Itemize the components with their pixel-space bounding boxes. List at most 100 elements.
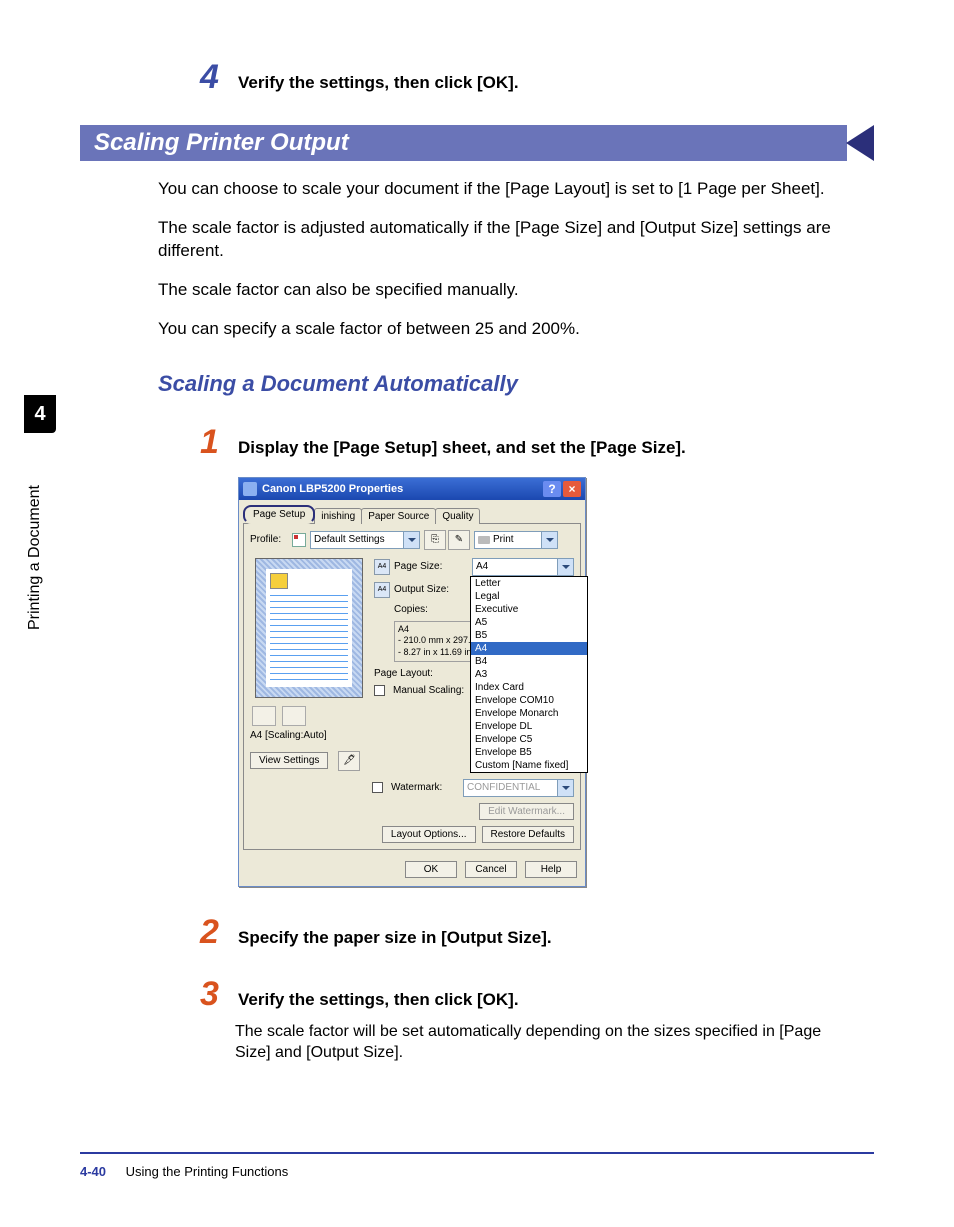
page-size-options-list[interactable]: LetterLegalExecutiveA5B5A4B4A3Index Card… bbox=[470, 576, 588, 773]
toolbar-icon-1[interactable]: ⎘ bbox=[424, 530, 446, 550]
section-title: Scaling Printer Output bbox=[94, 129, 349, 157]
preview-lines-icon bbox=[270, 595, 348, 683]
page-size-value: A4 bbox=[476, 561, 488, 572]
page-size-option[interactable]: Envelope B5 bbox=[471, 746, 587, 759]
page-size-option[interactable]: Envelope COM10 bbox=[471, 694, 587, 707]
page-size-option[interactable]: Letter bbox=[471, 577, 587, 590]
page-size-option[interactable]: Custom [Name fixed] bbox=[471, 759, 587, 772]
intro-p3: The scale factor can also be specified m… bbox=[158, 279, 834, 302]
chevron-down-icon[interactable] bbox=[541, 532, 557, 548]
page-layout-label: Page Layout: bbox=[374, 668, 454, 679]
tab-page-setup[interactable]: Page Setup bbox=[243, 505, 315, 524]
watermark-value: CONFIDENTIAL bbox=[467, 782, 540, 793]
dialog-title: Canon LBP5200 Properties bbox=[262, 483, 403, 495]
page-size-dropdown[interactable]: A4 bbox=[472, 558, 574, 576]
view-settings-button[interactable]: View Settings bbox=[250, 752, 328, 769]
profile-value: Default Settings bbox=[314, 534, 385, 545]
chevron-down-icon[interactable] bbox=[557, 780, 573, 796]
help-button[interactable]: ? bbox=[543, 481, 561, 497]
dialog-buttons: OK Cancel Help bbox=[239, 855, 585, 886]
edit-watermark-button[interactable]: Edit Watermark... bbox=[479, 803, 574, 820]
page-footer: 4-40 Using the Printing Functions bbox=[80, 1152, 874, 1179]
watermark-label: Watermark: bbox=[391, 782, 459, 793]
page-size-option[interactable]: A3 bbox=[471, 668, 587, 681]
properties-dialog: Canon LBP5200 Properties ? × Page Setup … bbox=[238, 477, 586, 887]
intro-text: You can choose to scale your document if… bbox=[158, 178, 834, 341]
page-size-option[interactable]: Envelope Monarch bbox=[471, 707, 587, 720]
page-content: 4 Verify the settings, then click [OK]. … bbox=[80, 60, 874, 1064]
toolbar-icon-2[interactable]: ✎ bbox=[448, 530, 470, 550]
step-text: Specify the paper size in [Output Size]. bbox=[238, 920, 552, 948]
output-size-label: Output Size: bbox=[394, 584, 468, 595]
step-3-row: 3 Verify the settings, then click [OK]. bbox=[200, 977, 874, 1011]
printer-icon bbox=[243, 482, 257, 496]
tab-panel: Profile: Default Settings ⎘ ✎ Print bbox=[243, 523, 581, 850]
cancel-button[interactable]: Cancel bbox=[465, 861, 517, 878]
fields-column: A4 Page Size: A4 A4 Output Size: Copies: bbox=[374, 558, 574, 771]
step-1-row: 1 Display the [Page Setup] sheet, and se… bbox=[200, 425, 874, 459]
preview-mode-icon-2[interactable] bbox=[282, 706, 306, 726]
page-size-option[interactable]: B4 bbox=[471, 655, 587, 668]
footer-section: Using the Printing Functions bbox=[126, 1164, 289, 1179]
profile-row: Profile: Default Settings ⎘ ✎ Print bbox=[250, 530, 574, 550]
tab-quality[interactable]: Quality bbox=[435, 508, 480, 524]
print-icon bbox=[478, 536, 490, 544]
watermark-checkbox[interactable] bbox=[372, 782, 383, 793]
restore-defaults-button[interactable]: Restore Defaults bbox=[482, 826, 574, 843]
view-icon[interactable]: 🖋 bbox=[338, 751, 360, 771]
tab-finishing[interactable]: inishing bbox=[314, 508, 362, 524]
profile-dropdown[interactable]: Default Settings bbox=[310, 531, 420, 549]
layout-options-button[interactable]: Layout Options... bbox=[382, 826, 476, 843]
page-size-option[interactable]: Envelope DL bbox=[471, 720, 587, 733]
step-text: Display the [Page Setup] sheet, and set … bbox=[238, 430, 686, 458]
banner-arrow-icon bbox=[846, 125, 874, 161]
page-size-option[interactable]: A5 bbox=[471, 616, 587, 629]
chapter-tab: 4 bbox=[24, 395, 56, 433]
preview-doc-icon bbox=[270, 573, 288, 589]
page-size-option[interactable]: A4 bbox=[471, 642, 587, 655]
profile-label: Profile: bbox=[250, 534, 288, 545]
manual-scaling-checkbox[interactable] bbox=[374, 685, 385, 696]
step-number: 2 bbox=[200, 915, 230, 949]
profile-icon bbox=[292, 533, 306, 547]
close-button[interactable]: × bbox=[563, 481, 581, 497]
page-size-label: Page Size: bbox=[394, 561, 468, 572]
help-button[interactable]: Help bbox=[525, 861, 577, 878]
page-size-icon: A4 bbox=[374, 559, 390, 575]
preview-mode-icon-1[interactable] bbox=[252, 706, 276, 726]
chevron-down-icon[interactable] bbox=[557, 559, 573, 575]
step-number: 1 bbox=[200, 425, 230, 459]
subsection-heading: Scaling a Document Automatically bbox=[158, 371, 874, 397]
page-number: 4-40 bbox=[80, 1164, 106, 1179]
page-size-option[interactable]: Index Card bbox=[471, 681, 587, 694]
intro-p1: You can choose to scale your document if… bbox=[158, 178, 834, 201]
copies-label: Copies: bbox=[394, 604, 448, 615]
tab-paper-source[interactable]: Paper Source bbox=[361, 508, 436, 524]
section-banner: Scaling Printer Output bbox=[80, 124, 874, 162]
ok-button[interactable]: OK bbox=[405, 861, 457, 878]
output-method-dropdown[interactable]: Print bbox=[474, 531, 558, 549]
step-number: 3 bbox=[200, 977, 230, 1011]
chevron-down-icon[interactable] bbox=[403, 532, 419, 548]
step-text: Verify the settings, then click [OK]. bbox=[238, 982, 519, 1010]
tab-row: Page Setup inishing Paper Source Quality bbox=[239, 500, 585, 524]
manual-scaling-label: Manual Scaling: bbox=[393, 685, 464, 696]
intro-p2: The scale factor is adjusted automatical… bbox=[158, 217, 834, 263]
page-size-option[interactable]: Executive bbox=[471, 603, 587, 616]
page-size-option[interactable]: B5 bbox=[471, 629, 587, 642]
preview-column: A4 [Scaling:Auto] View Settings 🖋 bbox=[250, 558, 368, 771]
sidebar-chapter-title: Printing a Document bbox=[26, 485, 44, 630]
page-size-option[interactable]: Envelope C5 bbox=[471, 733, 587, 746]
step-2-row: 2 Specify the paper size in [Output Size… bbox=[200, 915, 874, 949]
step-number: 4 bbox=[200, 60, 230, 94]
step-text: Verify the settings, then click [OK]. bbox=[238, 65, 519, 93]
watermark-dropdown[interactable]: CONFIDENTIAL bbox=[463, 779, 574, 797]
dialog-titlebar[interactable]: Canon LBP5200 Properties ? × bbox=[239, 478, 585, 500]
output-size-icon: A4 bbox=[374, 582, 390, 598]
verify-step-top: 4 Verify the settings, then click [OK]. bbox=[200, 60, 874, 94]
page-size-option[interactable]: Legal bbox=[471, 590, 587, 603]
output-method-value: Print bbox=[493, 534, 514, 545]
page-preview bbox=[255, 558, 363, 698]
preview-caption: A4 [Scaling:Auto] bbox=[250, 730, 368, 741]
step-3-body: The scale factor will be set automatical… bbox=[235, 1021, 834, 1064]
